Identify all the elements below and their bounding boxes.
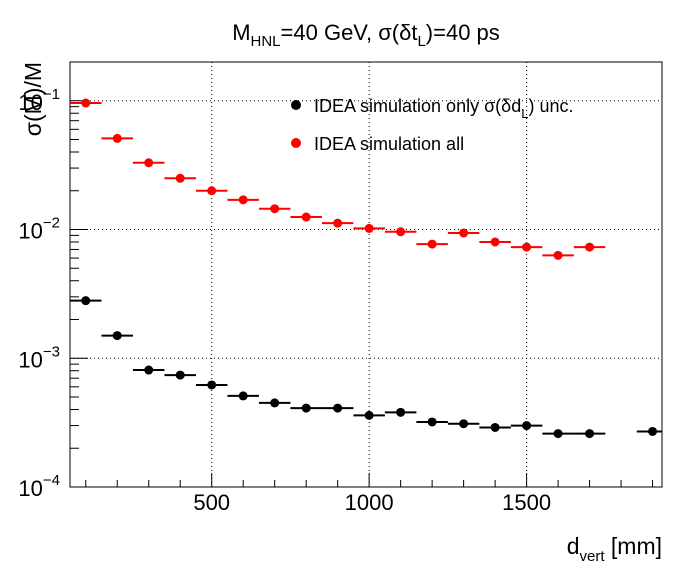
data-point — [396, 407, 406, 417]
y-tick-label: 10−3 — [18, 343, 60, 372]
plot-frame — [69, 61, 663, 488]
data-point — [81, 296, 91, 306]
axis-ticks — [70, 61, 654, 488]
legend-entry: IDEA simulation only σ(δdL) unc. — [314, 96, 573, 121]
legend-entry: IDEA simulation all — [314, 134, 464, 154]
x-tick-label: 500 — [193, 490, 230, 515]
data-point — [427, 417, 437, 427]
y-axis-label: σ(M)/M — [20, 62, 46, 136]
data-point — [270, 204, 280, 214]
data-point — [238, 391, 248, 401]
data-point — [427, 239, 437, 249]
data-point — [648, 426, 658, 436]
legend-marker — [291, 138, 301, 148]
data-point — [175, 370, 185, 380]
data-point — [207, 186, 217, 196]
data-point — [175, 173, 185, 183]
data-point — [553, 250, 563, 260]
y-tick-label: 10−2 — [18, 215, 60, 244]
data-point — [144, 158, 154, 168]
data-point — [459, 419, 469, 429]
data-point — [364, 223, 374, 233]
legend-marker — [291, 100, 301, 110]
data-point — [459, 228, 469, 238]
data-point — [522, 421, 532, 431]
x-tick-label: 1000 — [345, 490, 394, 515]
legend: IDEA simulation only σ(δdL) unc. IDEA sim… — [291, 96, 573, 154]
x-tick-label: 1500 — [502, 490, 551, 515]
data-point — [207, 380, 217, 390]
chart-title: MHNL=40 GeV, σ(δtL)=40 ps — [232, 20, 500, 50]
data-point — [270, 398, 280, 408]
data-point — [553, 429, 563, 439]
x-axis-label: dvert [mm] — [567, 533, 662, 565]
data-point — [238, 195, 248, 205]
y-tick-label: 10−4 — [18, 472, 60, 501]
data-point — [490, 422, 500, 432]
data-point — [585, 242, 595, 252]
y-tick-label: 10−1 — [18, 86, 60, 115]
series-1 — [70, 296, 662, 439]
data-point — [522, 242, 532, 252]
data-point — [490, 237, 500, 247]
x-tick-labels: 500 1000 1500 — [193, 490, 551, 515]
data-point — [301, 212, 311, 222]
data-point — [333, 403, 343, 413]
y-tick-labels: 10−1 10−2 10−3 10−4 — [18, 86, 60, 501]
data-point — [333, 218, 343, 228]
data-point — [364, 410, 374, 420]
data-point — [301, 403, 311, 413]
data-point — [396, 227, 406, 237]
data-point — [112, 133, 122, 143]
data-point — [585, 429, 595, 439]
data-point — [81, 98, 91, 108]
data-point — [144, 365, 154, 375]
series-2 — [70, 98, 606, 260]
data-point — [112, 331, 122, 341]
data-series — [70, 98, 662, 439]
